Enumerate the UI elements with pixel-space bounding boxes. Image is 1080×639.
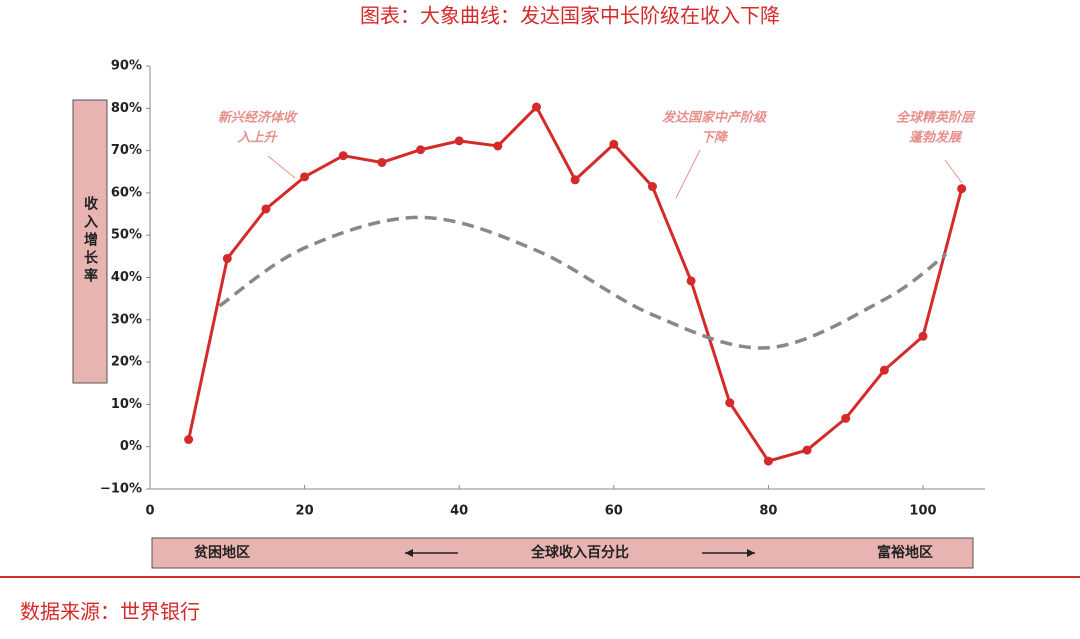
- x-tick-label: 20: [296, 504, 314, 519]
- y-axis-label: 收入增长率: [82, 195, 98, 286]
- annotation-pointer: [267, 155, 296, 179]
- data-point: [918, 331, 928, 341]
- y-label-box: [72, 99, 108, 384]
- data-line: [187, 104, 964, 463]
- x-tick-label: 80: [759, 504, 777, 519]
- annotation: 全球精英阶层: [896, 110, 976, 126]
- annotation: 蓬勃发展: [909, 130, 963, 146]
- x-tick-label: 100: [909, 504, 936, 519]
- y-tick-label: 40%: [111, 270, 142, 285]
- x-label-box: [151, 537, 974, 569]
- x-tick-label: 60: [605, 504, 623, 519]
- y-tick-label: 30%: [111, 312, 142, 327]
- annotation-pointer: [675, 149, 701, 199]
- trend-line: [218, 215, 948, 350]
- data-point: [184, 435, 194, 445]
- y-tick-label: 50%: [111, 228, 142, 243]
- y-tick-label: 70%: [111, 143, 142, 158]
- data-point: [686, 276, 696, 286]
- y-tick-label: 60%: [111, 185, 142, 200]
- arrow-head: [405, 549, 413, 557]
- data-point: [300, 172, 310, 182]
- data-point: [454, 136, 464, 146]
- data-point: [957, 184, 967, 194]
- data-point: [763, 456, 773, 466]
- y-tick-label: 80%: [111, 101, 142, 116]
- data-point: [416, 145, 426, 155]
- source: 数据来源：世界银行: [20, 600, 200, 624]
- data-point: [841, 413, 851, 423]
- y-tick-label: 20%: [111, 355, 142, 370]
- x-left-label: 贫困地区: [194, 544, 250, 561]
- annotation: 入上升: [236, 130, 278, 146]
- annotation: 发达国家中产阶级: [662, 110, 767, 126]
- data-point: [570, 175, 580, 185]
- data-point: [879, 365, 889, 375]
- x-tick-label: 0: [145, 504, 154, 519]
- y-tick-label: 0%: [120, 439, 142, 454]
- x-tick-label: 40: [450, 504, 468, 519]
- arrow-head: [747, 549, 755, 557]
- data-point: [222, 253, 232, 263]
- data-point: [647, 182, 657, 192]
- data-point: [609, 139, 619, 149]
- x-axis-label: 全球收入百分比: [530, 544, 629, 561]
- y-tick-label: 10%: [111, 397, 142, 412]
- data-point: [493, 141, 503, 151]
- data-point: [338, 151, 348, 161]
- annotation: 新兴经济体收: [218, 110, 298, 126]
- data-point: [377, 157, 387, 167]
- data-point: [725, 398, 735, 408]
- chart-title: 图表：大象曲线：发达国家中长阶级在收入下降: [360, 4, 780, 28]
- y-tick-label: −10%: [100, 482, 142, 497]
- annotation-pointer: [944, 159, 963, 184]
- annotation: 下降: [701, 130, 729, 146]
- y-tick-label: 90%: [111, 59, 142, 74]
- data-point: [532, 102, 541, 112]
- data-point: [261, 204, 271, 214]
- x-right-label: 富裕地区: [877, 544, 933, 561]
- data-point: [802, 445, 812, 455]
